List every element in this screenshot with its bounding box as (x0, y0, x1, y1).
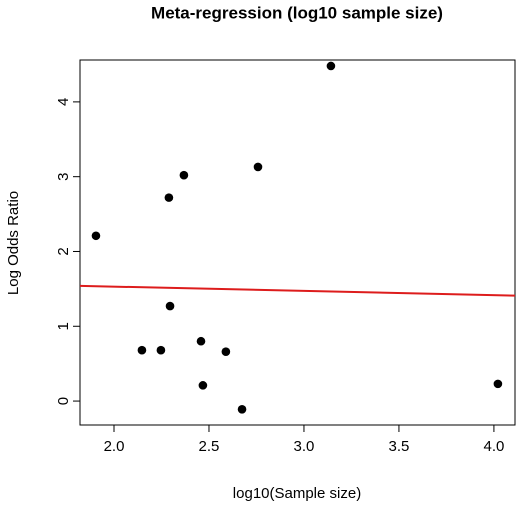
chart-title: Meta-regression (log10 sample size) (151, 3, 443, 22)
y-tick-label: 2 (55, 247, 72, 255)
point (253, 162, 263, 172)
point (164, 193, 174, 202)
point (221, 347, 231, 357)
x-tick-label: 3.5 (389, 438, 410, 455)
x-axis-label: log10(Sample size) (233, 485, 361, 502)
point (137, 345, 147, 355)
point (237, 404, 247, 414)
x-tick-label: 2.0 (104, 438, 125, 455)
point (198, 381, 208, 390)
x-tick-label: 3.0 (294, 438, 315, 455)
y-tick-label: 0 (55, 397, 72, 405)
point (493, 379, 503, 389)
y-tick-label: 3 (55, 173, 72, 181)
y-axis-label: Log Odds Ratio (5, 191, 22, 295)
y-tick-label: 1 (55, 322, 72, 330)
x-tick-label: 4.0 (483, 438, 504, 455)
x-tick-label: 2.5 (199, 438, 220, 455)
point (196, 336, 206, 346)
point (165, 301, 175, 311)
plot-box (79, 59, 516, 426)
point (179, 170, 189, 180)
y-tick-label: 4 (55, 98, 72, 106)
point (91, 231, 101, 241)
point (156, 345, 166, 355)
point (326, 61, 336, 71)
regression-line (79, 284, 516, 297)
